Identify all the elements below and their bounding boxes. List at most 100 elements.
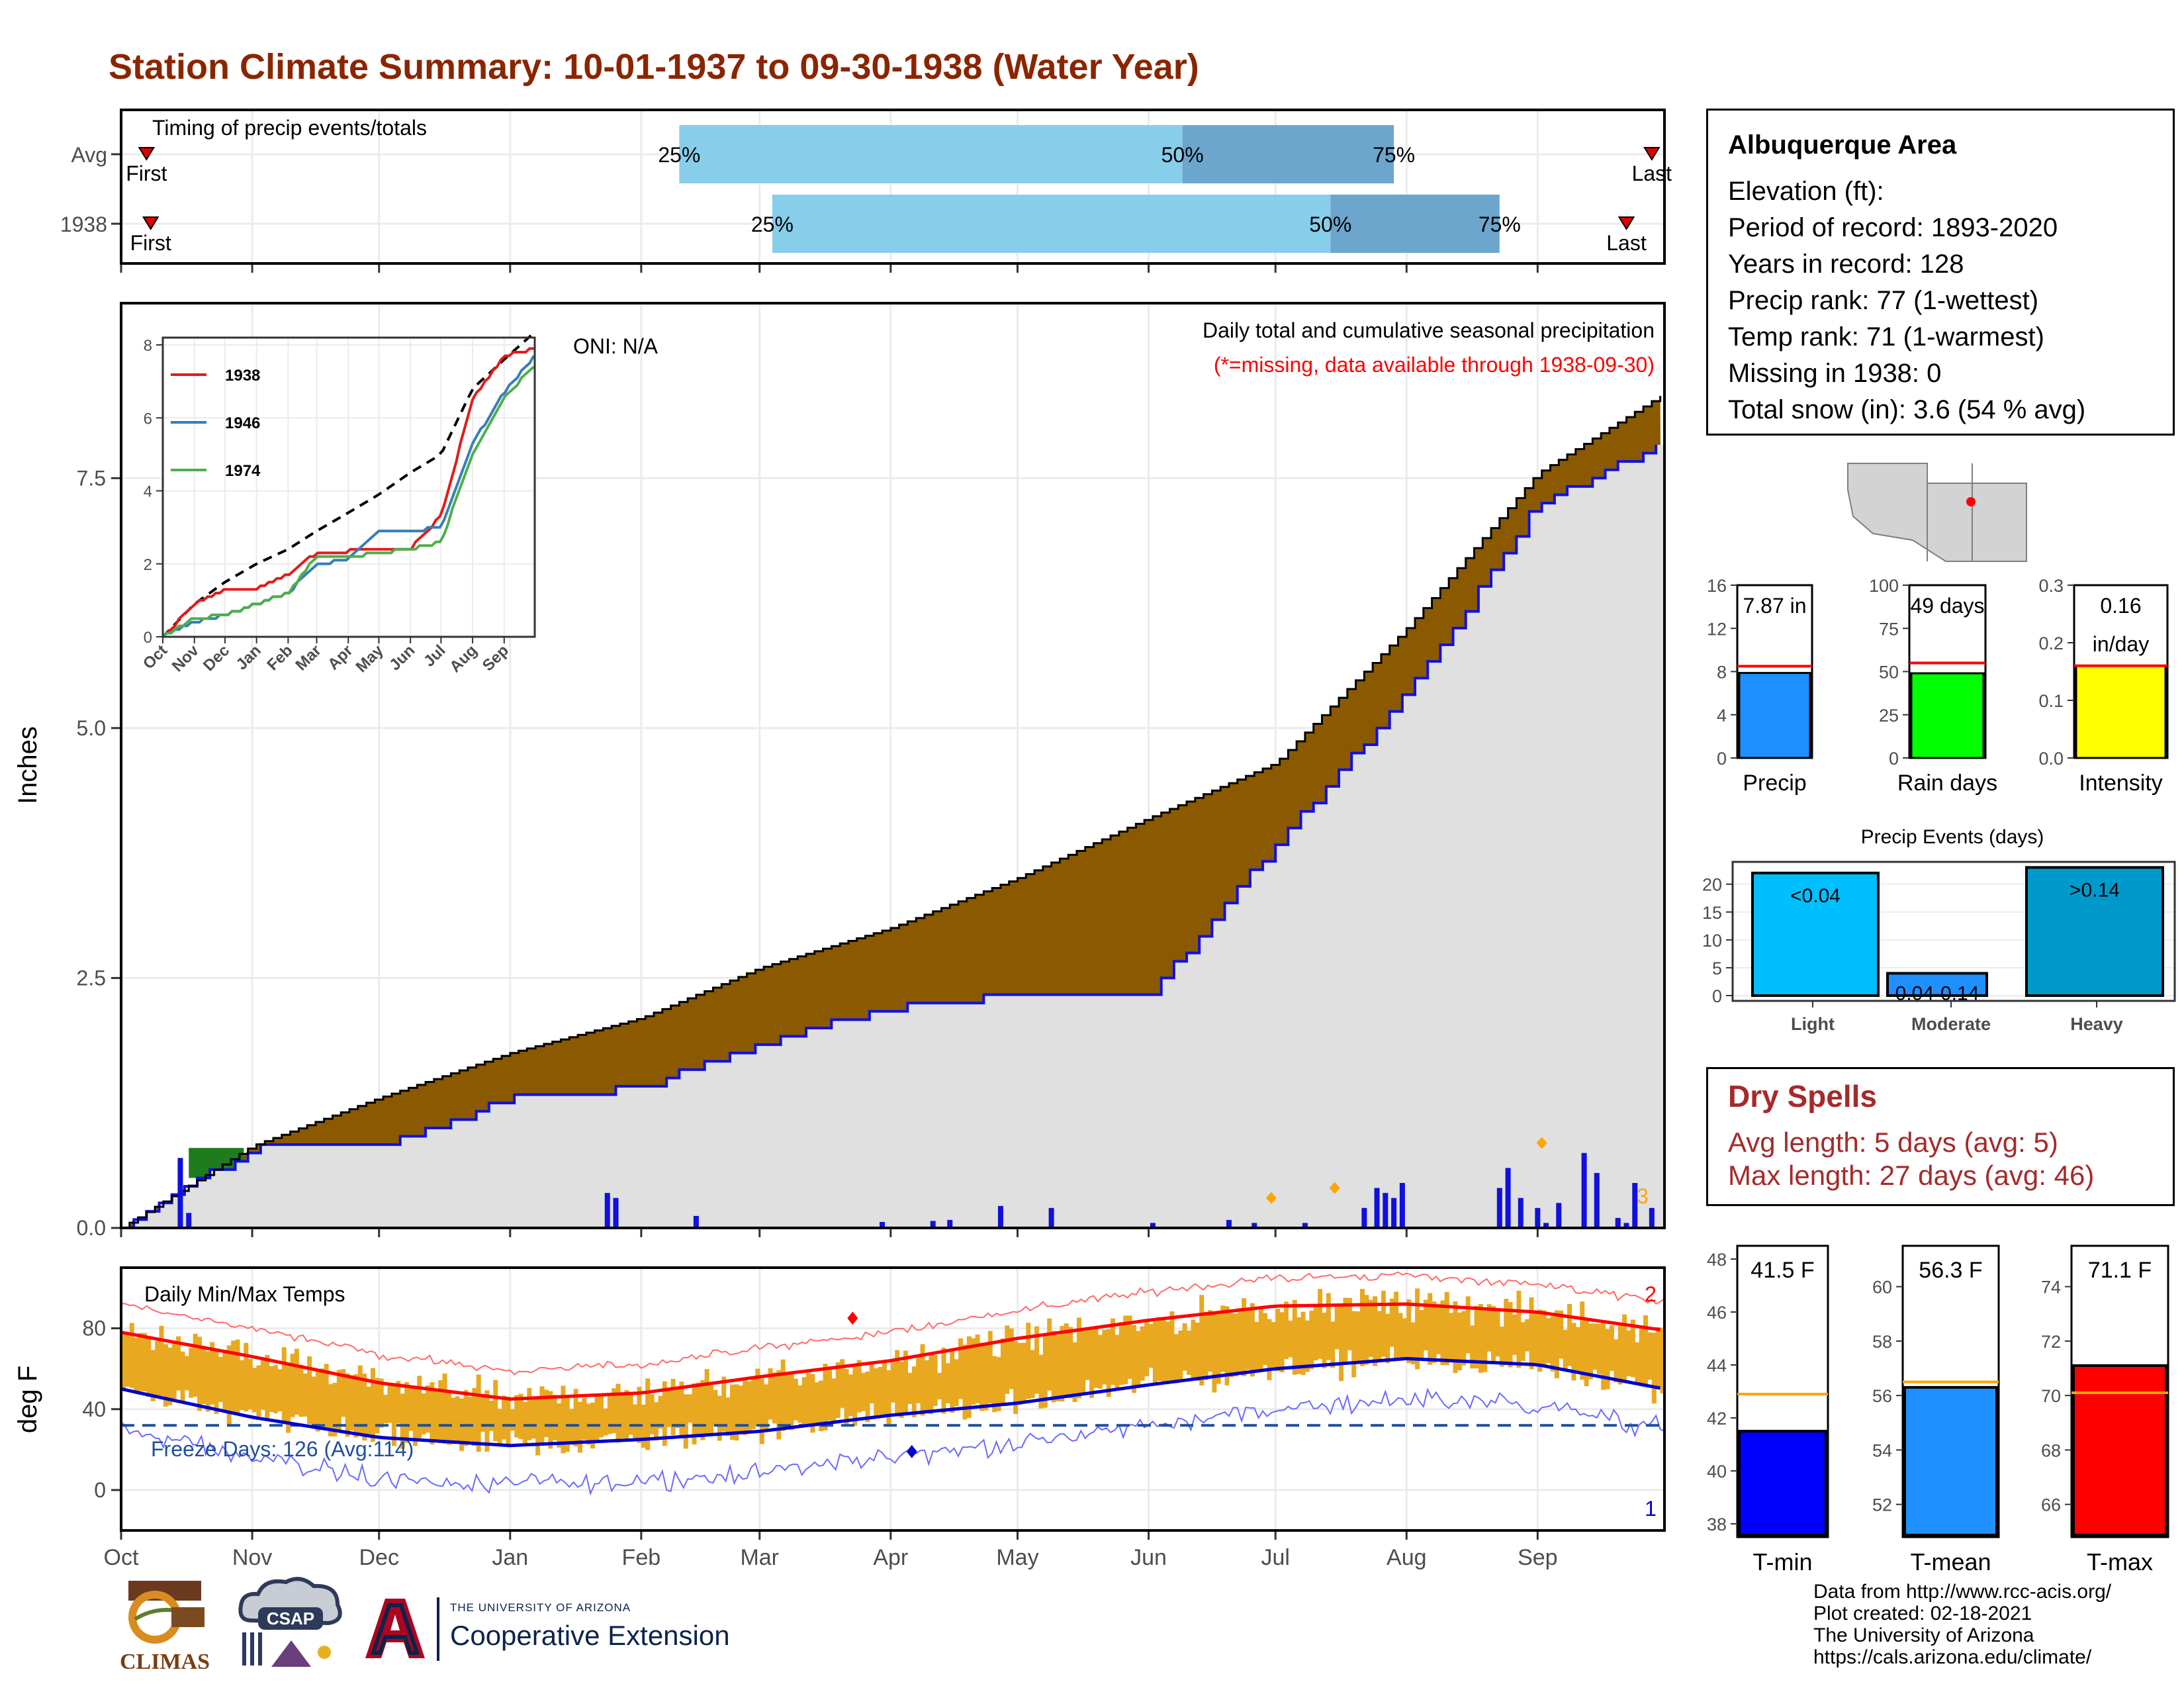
daily-temp-bar bbox=[670, 1379, 676, 1435]
climas-logo-graphic bbox=[128, 1581, 205, 1644]
daily-temp-bar bbox=[945, 1363, 950, 1404]
daily-temp-bar bbox=[937, 1372, 942, 1400]
climas-logo-text: CLIMAS bbox=[119, 1650, 210, 1674]
last-label: Last bbox=[1632, 162, 1672, 185]
events-title: Precip Events (days) bbox=[1861, 826, 2044, 848]
daily-temp-bar bbox=[1322, 1313, 1327, 1368]
daily-temp-bar bbox=[1300, 1311, 1306, 1376]
daily-temp-bar bbox=[1203, 1311, 1208, 1380]
daily-temp-bar bbox=[412, 1387, 418, 1446]
daily-temp-bar bbox=[1508, 1302, 1513, 1368]
daily-temp-bar bbox=[713, 1389, 718, 1426]
daily-temp-bar bbox=[776, 1370, 782, 1440]
daily-temp-bar bbox=[1525, 1319, 1530, 1352]
daily-temp-bar bbox=[1038, 1354, 1044, 1409]
daily-precip-bar bbox=[1615, 1217, 1621, 1228]
daily-temp-bar bbox=[226, 1345, 232, 1425]
oni-label: ONI: N/A bbox=[573, 334, 659, 358]
mini-bar-category-label: Precip bbox=[1743, 771, 1806, 796]
temp-bar-y-tick-label: 38 bbox=[1707, 1515, 1727, 1534]
month-tick-label: Nov bbox=[232, 1545, 272, 1570]
record-diamond-marker bbox=[1265, 1192, 1277, 1204]
period-text: Period of record: 1893-2020 bbox=[1728, 213, 2058, 242]
daily-temp-bar bbox=[801, 1377, 807, 1425]
last-marker bbox=[1617, 216, 1635, 230]
event-bar bbox=[1886, 972, 1988, 998]
average-precip-line bbox=[121, 444, 1658, 1229]
daily-temp-bar bbox=[966, 1336, 972, 1418]
mini-bar-y-tick-label: 75 bbox=[1879, 619, 1899, 639]
precip-caption: Daily total and cumulative seasonal prec… bbox=[1203, 318, 1655, 342]
precip-y-tick-label: 0.0 bbox=[77, 1216, 106, 1240]
daily-precip-bar bbox=[1632, 1183, 1638, 1228]
daily-temp-bar bbox=[692, 1383, 697, 1445]
daily-temp-bar bbox=[1292, 1299, 1297, 1375]
temp-bar-y-tick-label: 46 bbox=[1707, 1303, 1727, 1323]
daily-temp-bar bbox=[578, 1401, 583, 1453]
daily-temp-bar bbox=[248, 1358, 253, 1410]
daily-temp-bar bbox=[1283, 1301, 1289, 1360]
timing-bar-50-75 bbox=[1182, 125, 1394, 183]
mini-bar-y-tick-label: 50 bbox=[1879, 663, 1899, 682]
daily-precip-bar bbox=[1535, 1207, 1541, 1228]
daily-temp-bar bbox=[1394, 1291, 1399, 1360]
temp-bar-category-label: T-min bbox=[1753, 1548, 1813, 1575]
daily-temp-bar bbox=[1297, 1317, 1302, 1374]
daily-temp-bar bbox=[150, 1350, 156, 1401]
daily-temp-bar bbox=[637, 1387, 642, 1443]
daily-temp-bar bbox=[1410, 1322, 1416, 1365]
daily-temp-bar bbox=[734, 1384, 739, 1441]
daily-precip-bar bbox=[1399, 1183, 1405, 1228]
daily-temp-bar bbox=[1364, 1295, 1369, 1365]
daily-temp-bar bbox=[1533, 1310, 1538, 1364]
month-tick-label: Jan bbox=[492, 1545, 528, 1570]
daily-temp-bar bbox=[929, 1354, 934, 1415]
daily-temp-bar bbox=[518, 1393, 523, 1439]
daily-temp-bar bbox=[874, 1368, 879, 1416]
avg-min-temp-line bbox=[120, 1356, 1661, 1448]
inset-legend-label: 1938 bbox=[225, 367, 260, 385]
daily-temp-bar bbox=[903, 1350, 908, 1413]
events-y-tick-label: 0 bbox=[1712, 986, 1722, 1006]
daily-temp-bar bbox=[1453, 1301, 1458, 1374]
daily-temp-bar bbox=[1148, 1323, 1154, 1368]
daily-temp-bar bbox=[176, 1336, 181, 1391]
daily-temp-bar bbox=[920, 1344, 925, 1416]
daily-precip-bar bbox=[947, 1219, 953, 1228]
daily-temp-bar bbox=[1428, 1293, 1433, 1365]
timing-title: Timing of precip events/totals bbox=[152, 116, 427, 140]
inset-legend-label: 1974 bbox=[225, 462, 261, 480]
station-location-dot bbox=[1966, 497, 1976, 506]
daily-temp-bar bbox=[1042, 1333, 1048, 1408]
daily-temp-bar bbox=[1609, 1325, 1614, 1371]
daily-temp-bar bbox=[353, 1374, 359, 1438]
daily-temp-bar bbox=[1144, 1321, 1150, 1376]
csap-logo: CSAP bbox=[232, 1574, 351, 1683]
daily-temp-bar bbox=[971, 1338, 976, 1405]
daily-temp-bar bbox=[1550, 1316, 1555, 1372]
daily-temp-bar bbox=[1131, 1325, 1136, 1393]
locator-map bbox=[1840, 462, 2036, 563]
daily-temp-bar bbox=[180, 1351, 185, 1403]
daily-temp-bar bbox=[819, 1380, 824, 1432]
daily-precip-bar bbox=[177, 1158, 183, 1228]
daily-temp-bar bbox=[1406, 1299, 1412, 1364]
daily-temp-bar bbox=[603, 1408, 608, 1436]
temp-bar-value-label: 56.3 F bbox=[1919, 1258, 1982, 1283]
daily-temp-bar bbox=[1605, 1329, 1610, 1389]
temp-y-tick-label: 0 bbox=[94, 1478, 106, 1502]
daily-temp-bar bbox=[514, 1395, 520, 1438]
daily-temp-bar bbox=[848, 1374, 853, 1417]
daily-temp-bar bbox=[252, 1368, 257, 1413]
ua-logo-small-text: THE UNIVERSITY OF ARIZONA bbox=[450, 1601, 631, 1614]
daily-temp-bar bbox=[633, 1404, 638, 1441]
daily-temp-bar bbox=[201, 1346, 206, 1404]
daily-temp-bar bbox=[1199, 1295, 1205, 1385]
daily-temp-bar bbox=[679, 1382, 684, 1438]
daily-temp-bar bbox=[302, 1373, 308, 1417]
daily-temp-bar bbox=[210, 1342, 215, 1405]
daily-temp-bar bbox=[1389, 1298, 1394, 1347]
daily-temp-bar bbox=[743, 1380, 748, 1435]
daily-temp-bar bbox=[624, 1389, 629, 1440]
daily-temp-bar bbox=[1191, 1319, 1196, 1379]
